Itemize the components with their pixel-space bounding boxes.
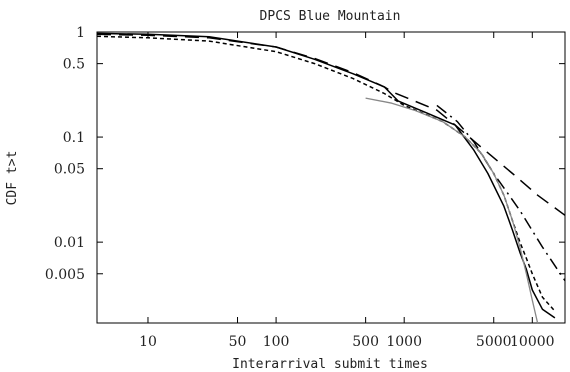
x-tick-label: 10000 — [510, 334, 555, 350]
series-line-5 — [365, 97, 539, 324]
y-tick-label: 0.1 — [63, 130, 85, 146]
x-tick-label: 500 — [352, 334, 379, 350]
y-axis-title: CDF t>t — [5, 151, 20, 206]
y-tick-label: 1 — [76, 25, 85, 41]
y-axis: 1 0.5 0.1 0.05 0.01 0.005 — [45, 25, 565, 283]
x-tick-label: 50 — [229, 334, 247, 350]
y-tick-label: 0.05 — [54, 162, 85, 178]
y-tick-label: 0.005 — [45, 267, 85, 283]
x-axis-title: Interarrival submit times — [232, 357, 428, 372]
y-tick-label: 0.01 — [54, 235, 85, 251]
chart-title: DPCS Blue Mountain — [260, 9, 401, 24]
series-line-4 — [436, 104, 566, 282]
series-line-1 — [96, 32, 556, 319]
x-tick-label: 5000 — [476, 334, 512, 350]
x-tick-label: 10 — [139, 334, 157, 350]
plot-frame — [96, 31, 566, 324]
y-tick-label: 0.5 — [63, 57, 85, 73]
x-tick-label: 100 — [263, 334, 290, 350]
series-line-2 — [96, 35, 556, 312]
x-tick-label: 1000 — [386, 334, 422, 350]
series-line-3 — [96, 33, 566, 216]
series-layer — [96, 32, 566, 324]
